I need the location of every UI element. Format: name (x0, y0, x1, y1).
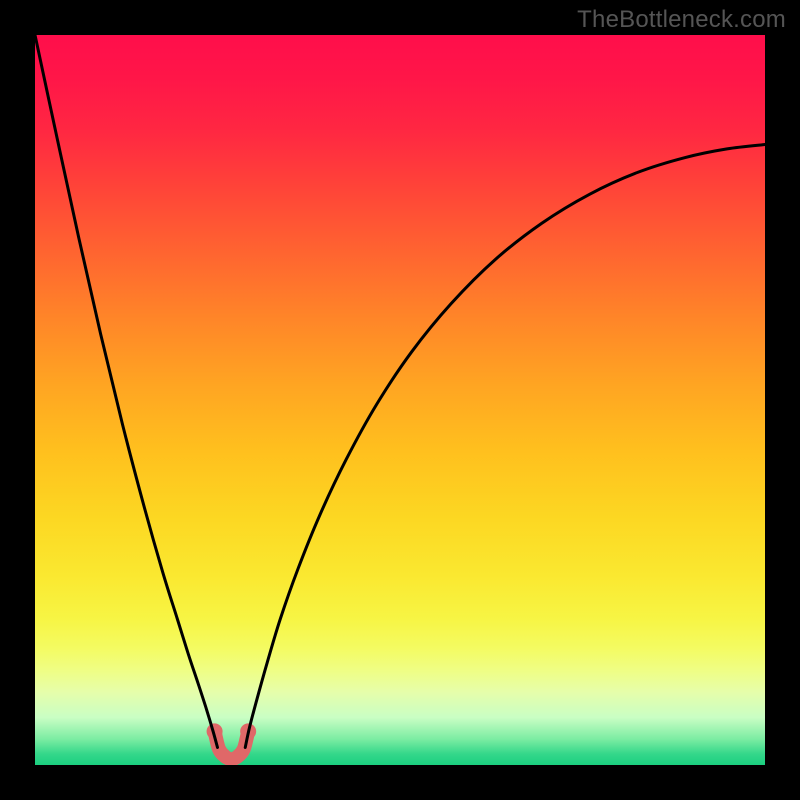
plot-background (35, 35, 765, 765)
chart-canvas (0, 0, 800, 800)
watermark-text: TheBottleneck.com (577, 6, 786, 34)
chart-frame: TheBottleneck.com (0, 0, 800, 800)
